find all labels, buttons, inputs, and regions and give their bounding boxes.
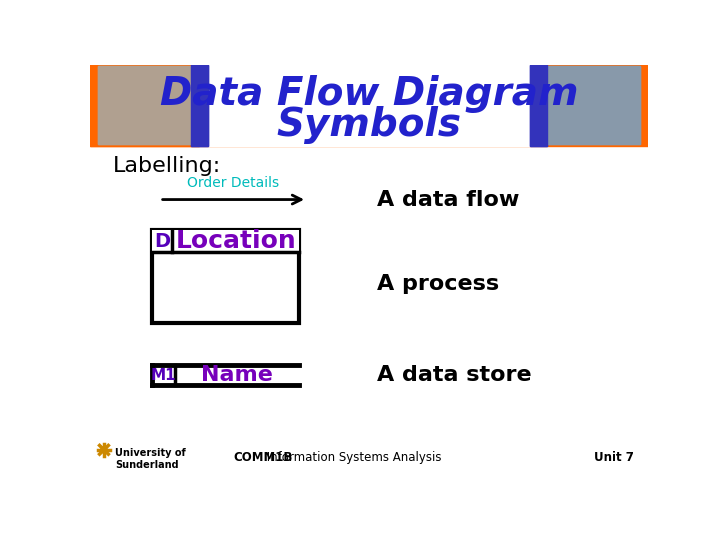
Bar — [152, 231, 300, 252]
Bar — [539, 66, 640, 144]
Text: University of
Sunderland: University of Sunderland — [114, 448, 186, 470]
Circle shape — [101, 447, 107, 453]
Bar — [90, 65, 648, 146]
Bar — [98, 66, 199, 144]
Bar — [539, 66, 640, 144]
Bar — [199, 65, 539, 146]
Text: Labelling:: Labelling: — [113, 156, 222, 176]
Bar — [90, 65, 199, 146]
Text: Name: Name — [202, 365, 273, 385]
Text: D: D — [154, 232, 170, 251]
Text: A data store: A data store — [377, 365, 531, 385]
Bar — [98, 66, 199, 144]
Text: M1: M1 — [150, 368, 176, 383]
Text: Symbols: Symbols — [276, 106, 462, 144]
Text: Unit 7: Unit 7 — [594, 451, 634, 464]
Bar — [530, 65, 547, 146]
Text: Location: Location — [176, 229, 296, 253]
Bar — [152, 231, 300, 323]
Bar — [530, 65, 547, 146]
Text: Data Flow Diagram: Data Flow Diagram — [160, 75, 578, 113]
Text: A data flow: A data flow — [377, 190, 519, 210]
Text: COMM1B: COMM1B — [233, 451, 293, 464]
Text: Order Details: Order Details — [187, 176, 279, 190]
Text: A process: A process — [377, 274, 499, 294]
Bar — [191, 65, 208, 146]
Bar — [191, 65, 208, 146]
Text: Information Systems Analysis: Information Systems Analysis — [263, 451, 441, 464]
